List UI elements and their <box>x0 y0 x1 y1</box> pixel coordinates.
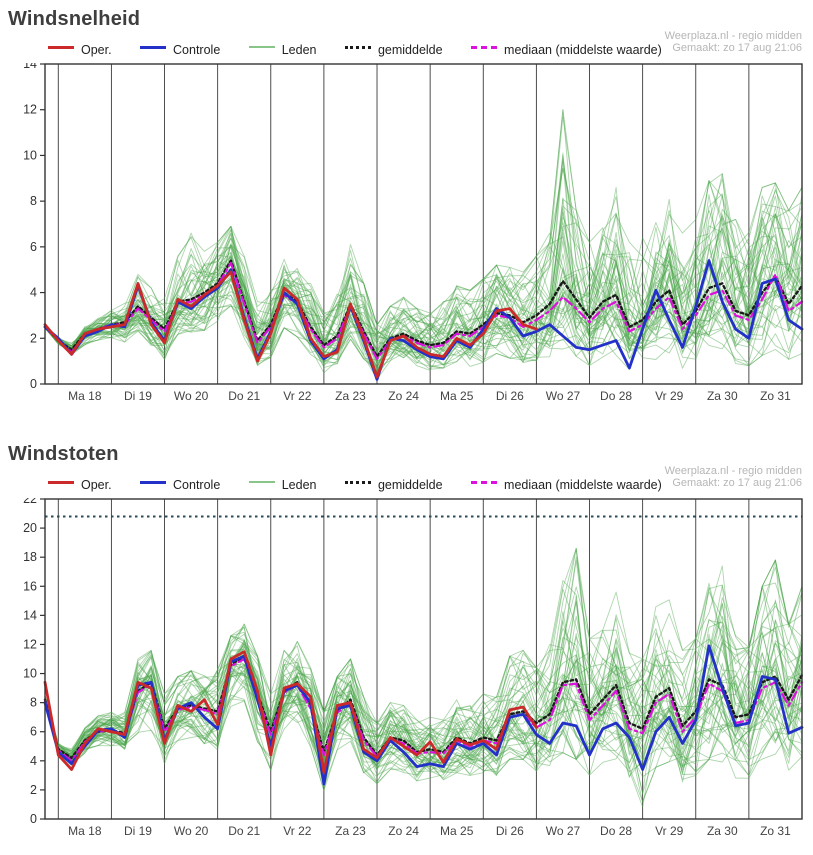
svg-text:Ma 18: Ma 18 <box>68 824 102 838</box>
svg-text:16: 16 <box>23 579 37 593</box>
legend-label-leden: Leden <box>281 477 317 492</box>
leden-line-swatch-icon <box>248 46 275 49</box>
svg-text:Ma 18: Ma 18 <box>68 389 102 403</box>
gemiddelde-line-swatch-icon <box>344 480 371 484</box>
svg-text:Za 23: Za 23 <box>335 824 366 838</box>
svg-text:Za 30: Za 30 <box>707 824 738 838</box>
svg-text:22: 22 <box>23 498 37 506</box>
svg-text:Di 26: Di 26 <box>496 389 524 403</box>
legend-item-oper: Oper. <box>48 478 112 492</box>
svg-text:2: 2 <box>30 783 37 797</box>
legend-item-leden: Leden <box>248 42 317 57</box>
windstoten-plot: 0 2 4 6 8 10 12 14 16 18 20 22 Ma 18 Di 19 Wo 20 Do 21 V… <box>23 498 804 838</box>
svg-text:8: 8 <box>30 194 37 208</box>
svg-text:Zo 31: Zo 31 <box>760 389 791 403</box>
svg-text:Ma 25: Ma 25 <box>440 389 474 403</box>
mediaan-line-swatch-icon <box>471 480 498 484</box>
svg-text:12: 12 <box>23 103 37 117</box>
svg-text:Ma 25: Ma 25 <box>440 824 474 838</box>
chart-title-windsnelheid: Windsnelheid <box>8 8 141 30</box>
credit-source: Weerplaza.nl - regio midden <box>664 465 802 477</box>
svg-text:14: 14 <box>23 63 37 71</box>
svg-text:Wo 27: Wo 27 <box>546 824 581 838</box>
controle-line-swatch-icon <box>140 480 167 484</box>
legend-item-controle: Controle <box>140 478 220 492</box>
svg-text:Wo 20: Wo 20 <box>174 824 209 838</box>
legend-label-mediaan: mediaan (middelste waarde) <box>504 477 662 492</box>
svg-text:6: 6 <box>30 240 37 254</box>
credit-block: Weerplaza.nl - regio midden Gemaakt: zo … <box>665 465 802 489</box>
oper-line-swatch-icon <box>48 480 74 484</box>
windstoten-section: Windstoten Weerplaza.nl - regio midden G… <box>0 409 813 844</box>
svg-text:Za 30: Za 30 <box>707 389 738 403</box>
windsnelheid-plot: 0 2 4 6 8 10 12 14 Ma 18 Di 19 Wo 20 Do 21 Vr 22 Za 2… <box>23 63 804 403</box>
legend-label-controle: Controle <box>173 477 221 492</box>
legend-item-mediaan: mediaan (middelste waarde) <box>471 478 662 492</box>
svg-text:Za 23: Za 23 <box>335 389 366 403</box>
svg-text:8: 8 <box>30 696 37 710</box>
svg-text:18: 18 <box>23 550 37 564</box>
legend-label-gemiddelde: gemiddelde <box>377 477 443 492</box>
svg-text:Vr 22: Vr 22 <box>283 389 312 403</box>
credit-source: Weerplaza.nl - regio midden <box>664 30 802 42</box>
legend: Oper. Controle Leden gemiddelde mediaan … <box>48 41 813 59</box>
svg-text:Vr 22: Vr 22 <box>283 824 312 838</box>
credit-generated-at: Gemaakt: zo 17 aug 21:06 <box>672 477 802 489</box>
legend-label-oper: Oper. <box>81 477 112 492</box>
legend-item-controle: Controle <box>140 43 220 57</box>
svg-text:20: 20 <box>23 521 37 535</box>
svg-text:10: 10 <box>23 667 37 681</box>
svg-text:6: 6 <box>30 725 37 739</box>
svg-text:Do 21: Do 21 <box>228 824 260 838</box>
legend-label-oper: Oper. <box>81 42 112 57</box>
svg-text:0: 0 <box>30 812 37 826</box>
svg-text:Zo 24: Zo 24 <box>388 824 419 838</box>
controle-line-swatch-icon <box>140 45 167 49</box>
svg-text:Do 28: Do 28 <box>600 389 632 403</box>
legend: Oper. Controle Leden gemiddelde mediaan … <box>48 476 813 494</box>
svg-text:10: 10 <box>23 148 37 162</box>
gemiddelde-line-swatch-icon <box>344 45 371 49</box>
credit-generated-at: Gemaakt: zo 17 aug 21:06 <box>672 42 802 54</box>
legend-label-mediaan: mediaan (middelste waarde) <box>504 42 662 57</box>
legend-label-gemiddelde: gemiddelde <box>377 42 443 57</box>
svg-text:Di 26: Di 26 <box>496 824 524 838</box>
legend-item-gemiddelde: gemiddelde <box>344 477 443 492</box>
svg-text:12: 12 <box>23 637 37 651</box>
leden-line-swatch-icon <box>248 481 275 484</box>
svg-text:Zo 24: Zo 24 <box>388 389 419 403</box>
svg-text:Vr 29: Vr 29 <box>655 389 684 403</box>
svg-text:Zo 31: Zo 31 <box>760 824 791 838</box>
svg-text:14: 14 <box>23 608 37 622</box>
svg-text:Di 19: Di 19 <box>124 389 152 403</box>
legend-item-gemiddelde: gemiddelde <box>344 42 443 57</box>
legend-item-mediaan: mediaan (middelste waarde) <box>471 43 662 57</box>
svg-text:Do 21: Do 21 <box>228 389 260 403</box>
legend-label-controle: Controle <box>173 42 221 57</box>
oper-line-swatch-icon <box>48 45 74 49</box>
mediaan-line-swatch-icon <box>471 45 498 49</box>
svg-text:Wo 20: Wo 20 <box>174 389 209 403</box>
svg-text:Do 28: Do 28 <box>600 824 632 838</box>
legend-label-leden: Leden <box>281 42 317 57</box>
svg-text:Vr 29: Vr 29 <box>655 824 684 838</box>
svg-text:Wo 27: Wo 27 <box>546 389 581 403</box>
legend-item-leden: Leden <box>248 477 317 492</box>
windsnelheid-section: Windsnelheid Weerplaza.nl - regio midden… <box>0 0 813 409</box>
svg-text:2: 2 <box>30 331 37 345</box>
svg-text:Di 19: Di 19 <box>124 824 152 838</box>
svg-text:0: 0 <box>30 377 37 391</box>
credit-block: Weerplaza.nl - regio midden Gemaakt: zo … <box>665 30 802 54</box>
svg-text:4: 4 <box>30 754 37 768</box>
chart-title-windstoten: Windstoten <box>8 443 119 465</box>
legend-item-oper: Oper. <box>48 43 112 57</box>
svg-text:4: 4 <box>30 286 37 300</box>
